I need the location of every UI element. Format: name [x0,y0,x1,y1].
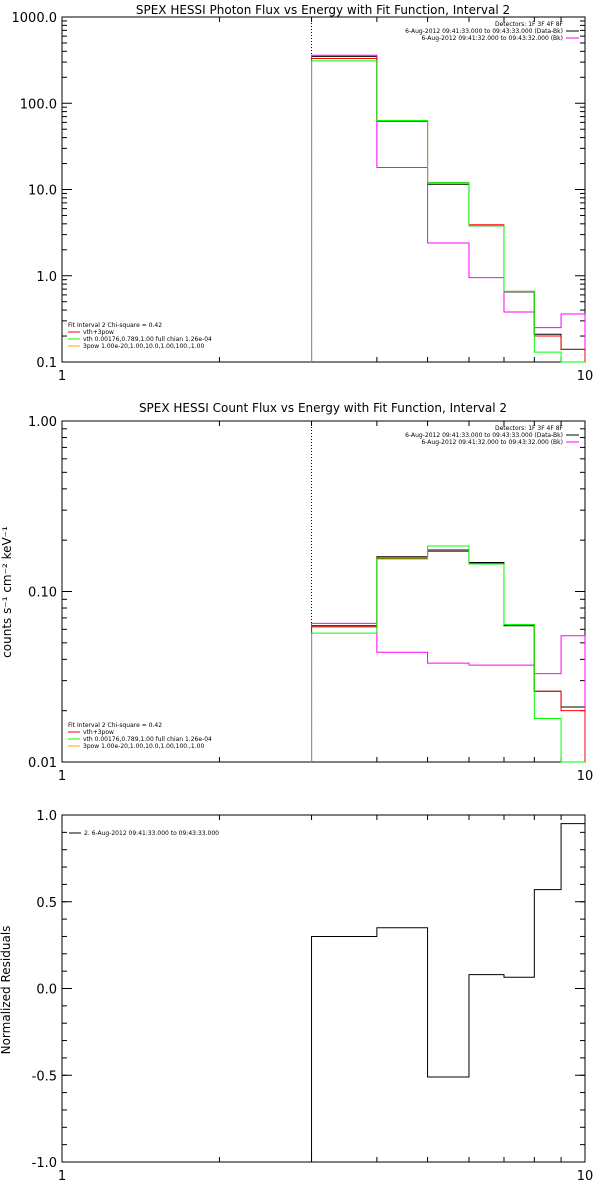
y-tick-label: 1.0 [36,809,57,824]
y-tick-label: 1.00 [28,415,57,430]
legend-right-text: 6-Aug-2012 09:41:33.000 to 09:43:33.000 … [405,432,563,439]
series-line-2 [311,550,586,762]
series-line-1 [311,622,586,762]
legend-right-text: Detectors: 1F 3F 4F 8F [495,425,564,432]
x-tick-label: 10 [577,369,594,384]
x-tick-label: 10 [577,1169,594,1184]
panel-residuals: Normalized Residuals 1 10 1.0 0.5 0.0 -0.5 -1.… [0,809,593,1184]
panel-count-ylabel: counts s⁻¹ cm⁻² keV⁻¹ [0,526,14,658]
x-tick-label: 1 [58,369,66,384]
y-tick-label: 0.5 [36,896,57,911]
legend-right-text: 6-Aug-2012 09:41:32.000 to 09:43:32.000 … [421,35,563,42]
panel-residuals-ylabel: Normalized Residuals [0,926,13,1055]
y-tick-label: 0.1 [36,356,57,371]
series-line-0 [311,55,586,362]
panel-count-flux: SPEX HESSI Count Flux vs Energy with Fit… [0,401,593,784]
series-line-2 [311,58,586,362]
plot-frame [61,16,586,363]
x-tick-label: 1 [58,769,66,784]
series-line-3 [311,60,585,363]
y-tick-label: 100.0 [20,97,57,112]
legend-right-text: 6-Aug-2012 09:41:32.000 to 09:43:32.000 … [421,439,563,446]
photon-flux-plot: 1 10 1000.0 100.0 10.0 1.0 0.1 Detectors: 1F 3F… [12,11,594,384]
legend-left-text: vth+3pow [83,729,114,736]
panel-count-title: SPEX HESSI Count Flux vs Energy with Fit… [139,401,507,415]
x-tick-label: 10 [577,769,594,784]
legend-left-text: vth 0.00176,0.789,1.00 full chian 1.26e-… [83,736,212,743]
x-tick-label: 1 [58,1169,66,1184]
y-tick-label: 1000.0 [12,11,58,26]
series-line-0 [311,549,586,762]
legend-right-text: Detectors: 1F 3F 4F 8F [495,21,564,28]
series-line-1 [311,54,586,362]
y-tick-label: 0.10 [28,586,57,601]
plot-frame [61,420,586,763]
series-line-0 [311,823,586,1162]
series-line-3 [311,545,585,763]
legend-left-text: Fit Interval 2 Chi-square = 0.42 [68,722,162,729]
residuals-plot: 1 10 1.0 0.5 0.0 -0.5 -1.0 2. 6-Aug-2012 09:41:… [32,809,594,1184]
legend-right-text: 6-Aug-2012 09:41:33.000 to 09:43:33.000 … [405,28,563,35]
y-tick-label: 10.0 [28,184,57,199]
y-tick-label: -1.0 [32,1156,57,1171]
y-tick-label: 1.0 [36,270,57,285]
legend-left-text: 3pow 1.00e-20,1.00,10.0,1.00,100.,1.00 [83,343,204,350]
y-tick-label: -0.5 [32,1069,57,1084]
panel-photon-flux: SPEX HESSI Photon Flux vs Energy with Fi… [12,3,594,384]
legend-left-text: 3pow 1.00e-20,1.00,10.0,1.00,100.,1.00 [83,743,204,750]
legend-left-text: 2. 6-Aug-2012 09:41:33.000 to 09:43:33.0… [84,830,219,837]
y-tick-label: 0.0 [36,983,57,998]
legend-left-text: vth 0.00176,0.789,1.00 full chian 1.26e-… [83,336,212,343]
y-tick-label: 0.01 [28,756,57,771]
legend-left-text: vth+3pow [83,329,114,336]
plot-frame [61,814,586,1163]
legend-left-text: Fit Interval 2 Chi-square = 0.42 [68,322,162,329]
panel-photon-title: SPEX HESSI Photon Flux vs Energy with Fi… [136,3,510,17]
